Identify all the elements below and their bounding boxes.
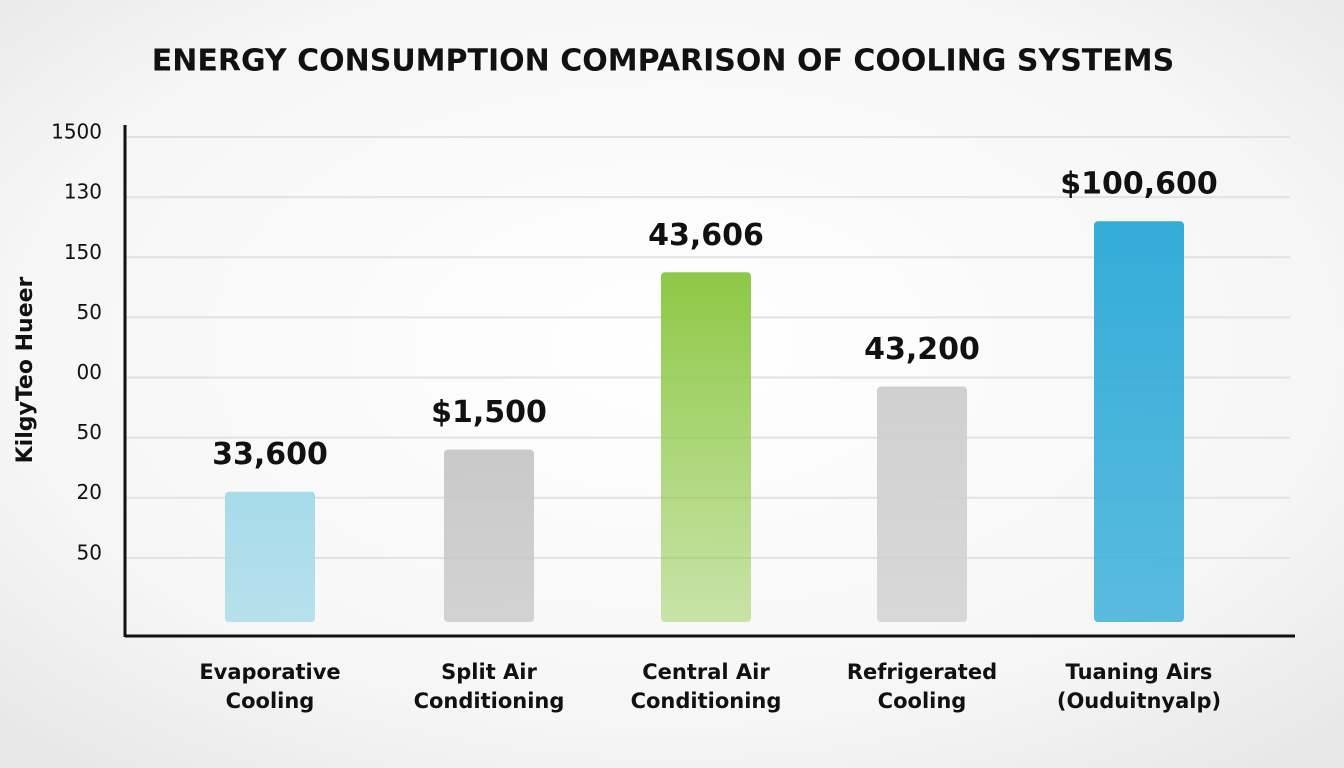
y-tick-label: 130 xyxy=(64,180,102,204)
y-tick-label: 150 xyxy=(64,240,102,264)
x-tick-label: Cooling xyxy=(878,689,967,713)
x-tick-label: Conditioning xyxy=(414,689,565,713)
x-tick-label: Evaporative xyxy=(199,660,340,684)
x-tick-label: Split Air xyxy=(441,660,537,684)
bar xyxy=(1094,221,1184,622)
bar xyxy=(661,272,751,622)
y-tick-label: 50 xyxy=(77,420,102,444)
bar xyxy=(225,491,315,622)
x-tick-label: Refrigerated xyxy=(847,660,997,684)
x-tick-label: Conditioning xyxy=(631,689,782,713)
y-axis-label: KilgyTeo Hueer xyxy=(13,276,38,463)
bar xyxy=(444,449,534,622)
y-tick-label: 20 xyxy=(77,480,102,504)
x-tick-label: Central Air xyxy=(642,660,770,684)
value-label: 43,200 xyxy=(864,332,980,367)
x-tick-label: (Ouduitnyalp) xyxy=(1057,689,1221,713)
bar xyxy=(877,386,967,622)
x-tick-label: Cooling xyxy=(226,689,315,713)
x-tick-label: Tuaning Airs xyxy=(1066,660,1213,684)
value-label: $1,500 xyxy=(431,395,547,430)
value-label: 43,606 xyxy=(648,218,764,253)
value-label: 33,600 xyxy=(212,437,328,472)
y-tick-label: 50 xyxy=(77,300,102,324)
y-tick-label: 00 xyxy=(77,360,102,384)
y-tick-label: 50 xyxy=(77,540,102,564)
chart-title: ENERGY CONSUMPTION COMPARISON OF COOLING… xyxy=(152,44,1174,79)
value-label: $100,600 xyxy=(1060,167,1218,202)
y-tick-label: 1500 xyxy=(51,120,102,144)
